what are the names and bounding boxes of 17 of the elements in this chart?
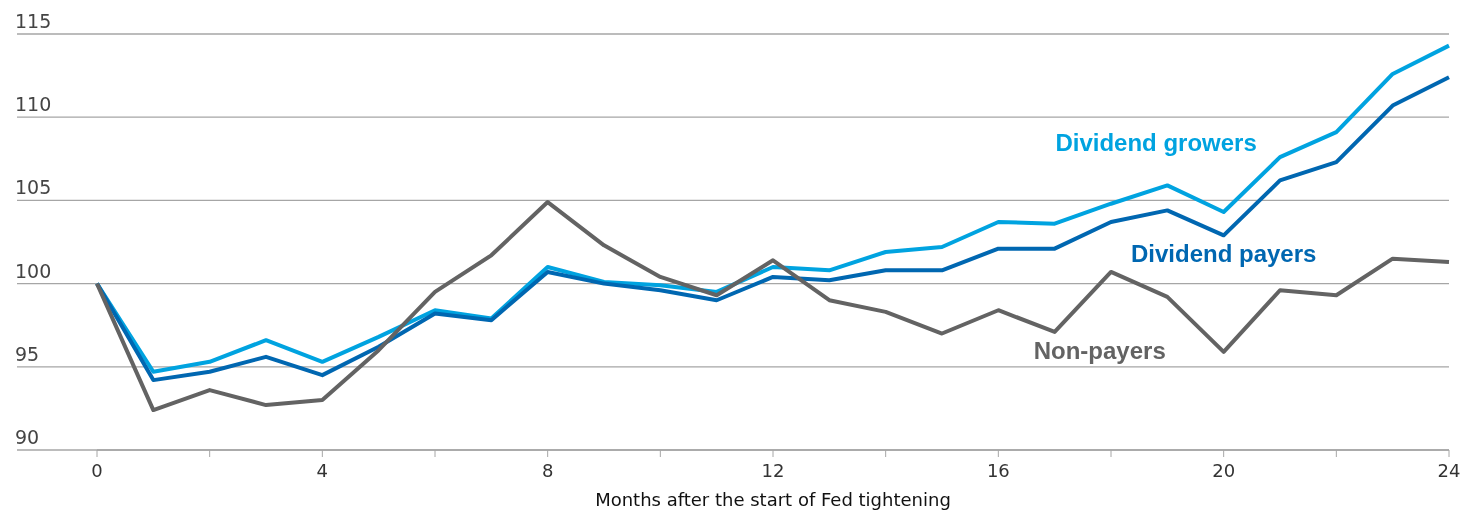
y-tick-label: 90 [15, 426, 40, 448]
x-tick-label: 0 [91, 460, 103, 481]
x-tick-label: 8 [541, 460, 554, 481]
x-axis-title: Months after the start of Fed tightening [595, 489, 951, 510]
series-label: Dividend growers [1055, 128, 1257, 156]
y-tick-label: 100 [15, 259, 52, 282]
y-tick-label: 110 [15, 93, 52, 116]
x-tick-label: 20 [1212, 460, 1236, 481]
x-tick-label: 24 [1437, 460, 1461, 481]
x-tick-label: 4 [316, 460, 329, 481]
y-tick-label: 105 [15, 176, 52, 199]
series-label: Non-payers [1033, 336, 1166, 364]
x-tick-label: 12 [761, 460, 785, 481]
y-tick-label: 95 [15, 342, 40, 365]
x-tick-label: 16 [986, 460, 1010, 481]
y-tick-label: 115 [15, 10, 52, 32]
series-label: Dividend payers [1130, 240, 1317, 268]
